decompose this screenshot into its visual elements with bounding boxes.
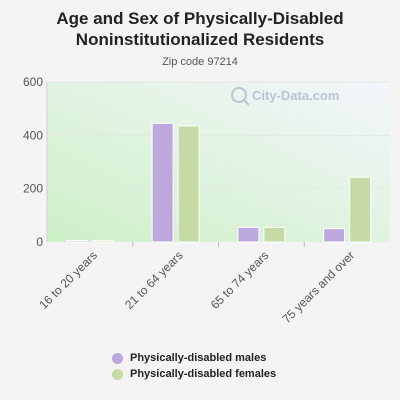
y-axis-ticks: 0 200 400 600 xyxy=(23,75,48,249)
x-tick-label: 65 to 74 years xyxy=(208,248,272,312)
x-axis-ticks: 16 to 20 years 21 to 64 years 65 to 74 yea… xyxy=(36,242,357,326)
bar-males xyxy=(323,228,346,243)
bar-males xyxy=(237,226,260,243)
legend-swatch-males xyxy=(112,352,123,364)
legend-label-females: Physically-disabled females xyxy=(130,368,277,380)
bar-males xyxy=(65,240,88,243)
chart-title: Age and Sex of Physically-Disabled Nonin… xyxy=(56,9,344,49)
plot-background xyxy=(47,82,390,242)
bar-males xyxy=(151,122,174,243)
bar-females xyxy=(177,125,200,243)
legend-label-males: Physically-disabled males xyxy=(130,352,267,364)
legend-item-females: Physically-disabled females xyxy=(112,366,276,382)
watermark-search-icon-handle xyxy=(243,99,250,106)
legend: Physically-disabled males Physically-dis… xyxy=(112,350,276,382)
y-tick-label: 400 xyxy=(23,128,43,142)
legend-item-males: Physically-disabled males xyxy=(112,350,276,366)
watermark-text: City-Data.com xyxy=(252,88,339,103)
watermark-search-icon xyxy=(231,87,247,103)
y-tick-label: 600 xyxy=(23,75,43,89)
x-tick-label: 75 years and over xyxy=(279,248,357,326)
x-tick-label: 16 to 20 years xyxy=(36,248,100,312)
grid-lines xyxy=(47,81,390,190)
x-tick-label: 21 to 64 years xyxy=(122,248,186,312)
legend-swatch-females xyxy=(112,368,123,380)
watermark: City-Data.com xyxy=(231,87,339,106)
bar-females xyxy=(349,176,372,243)
y-tick-label: 0 xyxy=(36,235,43,249)
bar-females xyxy=(91,240,114,243)
bars xyxy=(65,122,372,243)
y-tick-label: 200 xyxy=(23,182,43,196)
bar-females xyxy=(263,226,286,243)
chart-subtitle: Zip code 97214 xyxy=(162,56,238,68)
